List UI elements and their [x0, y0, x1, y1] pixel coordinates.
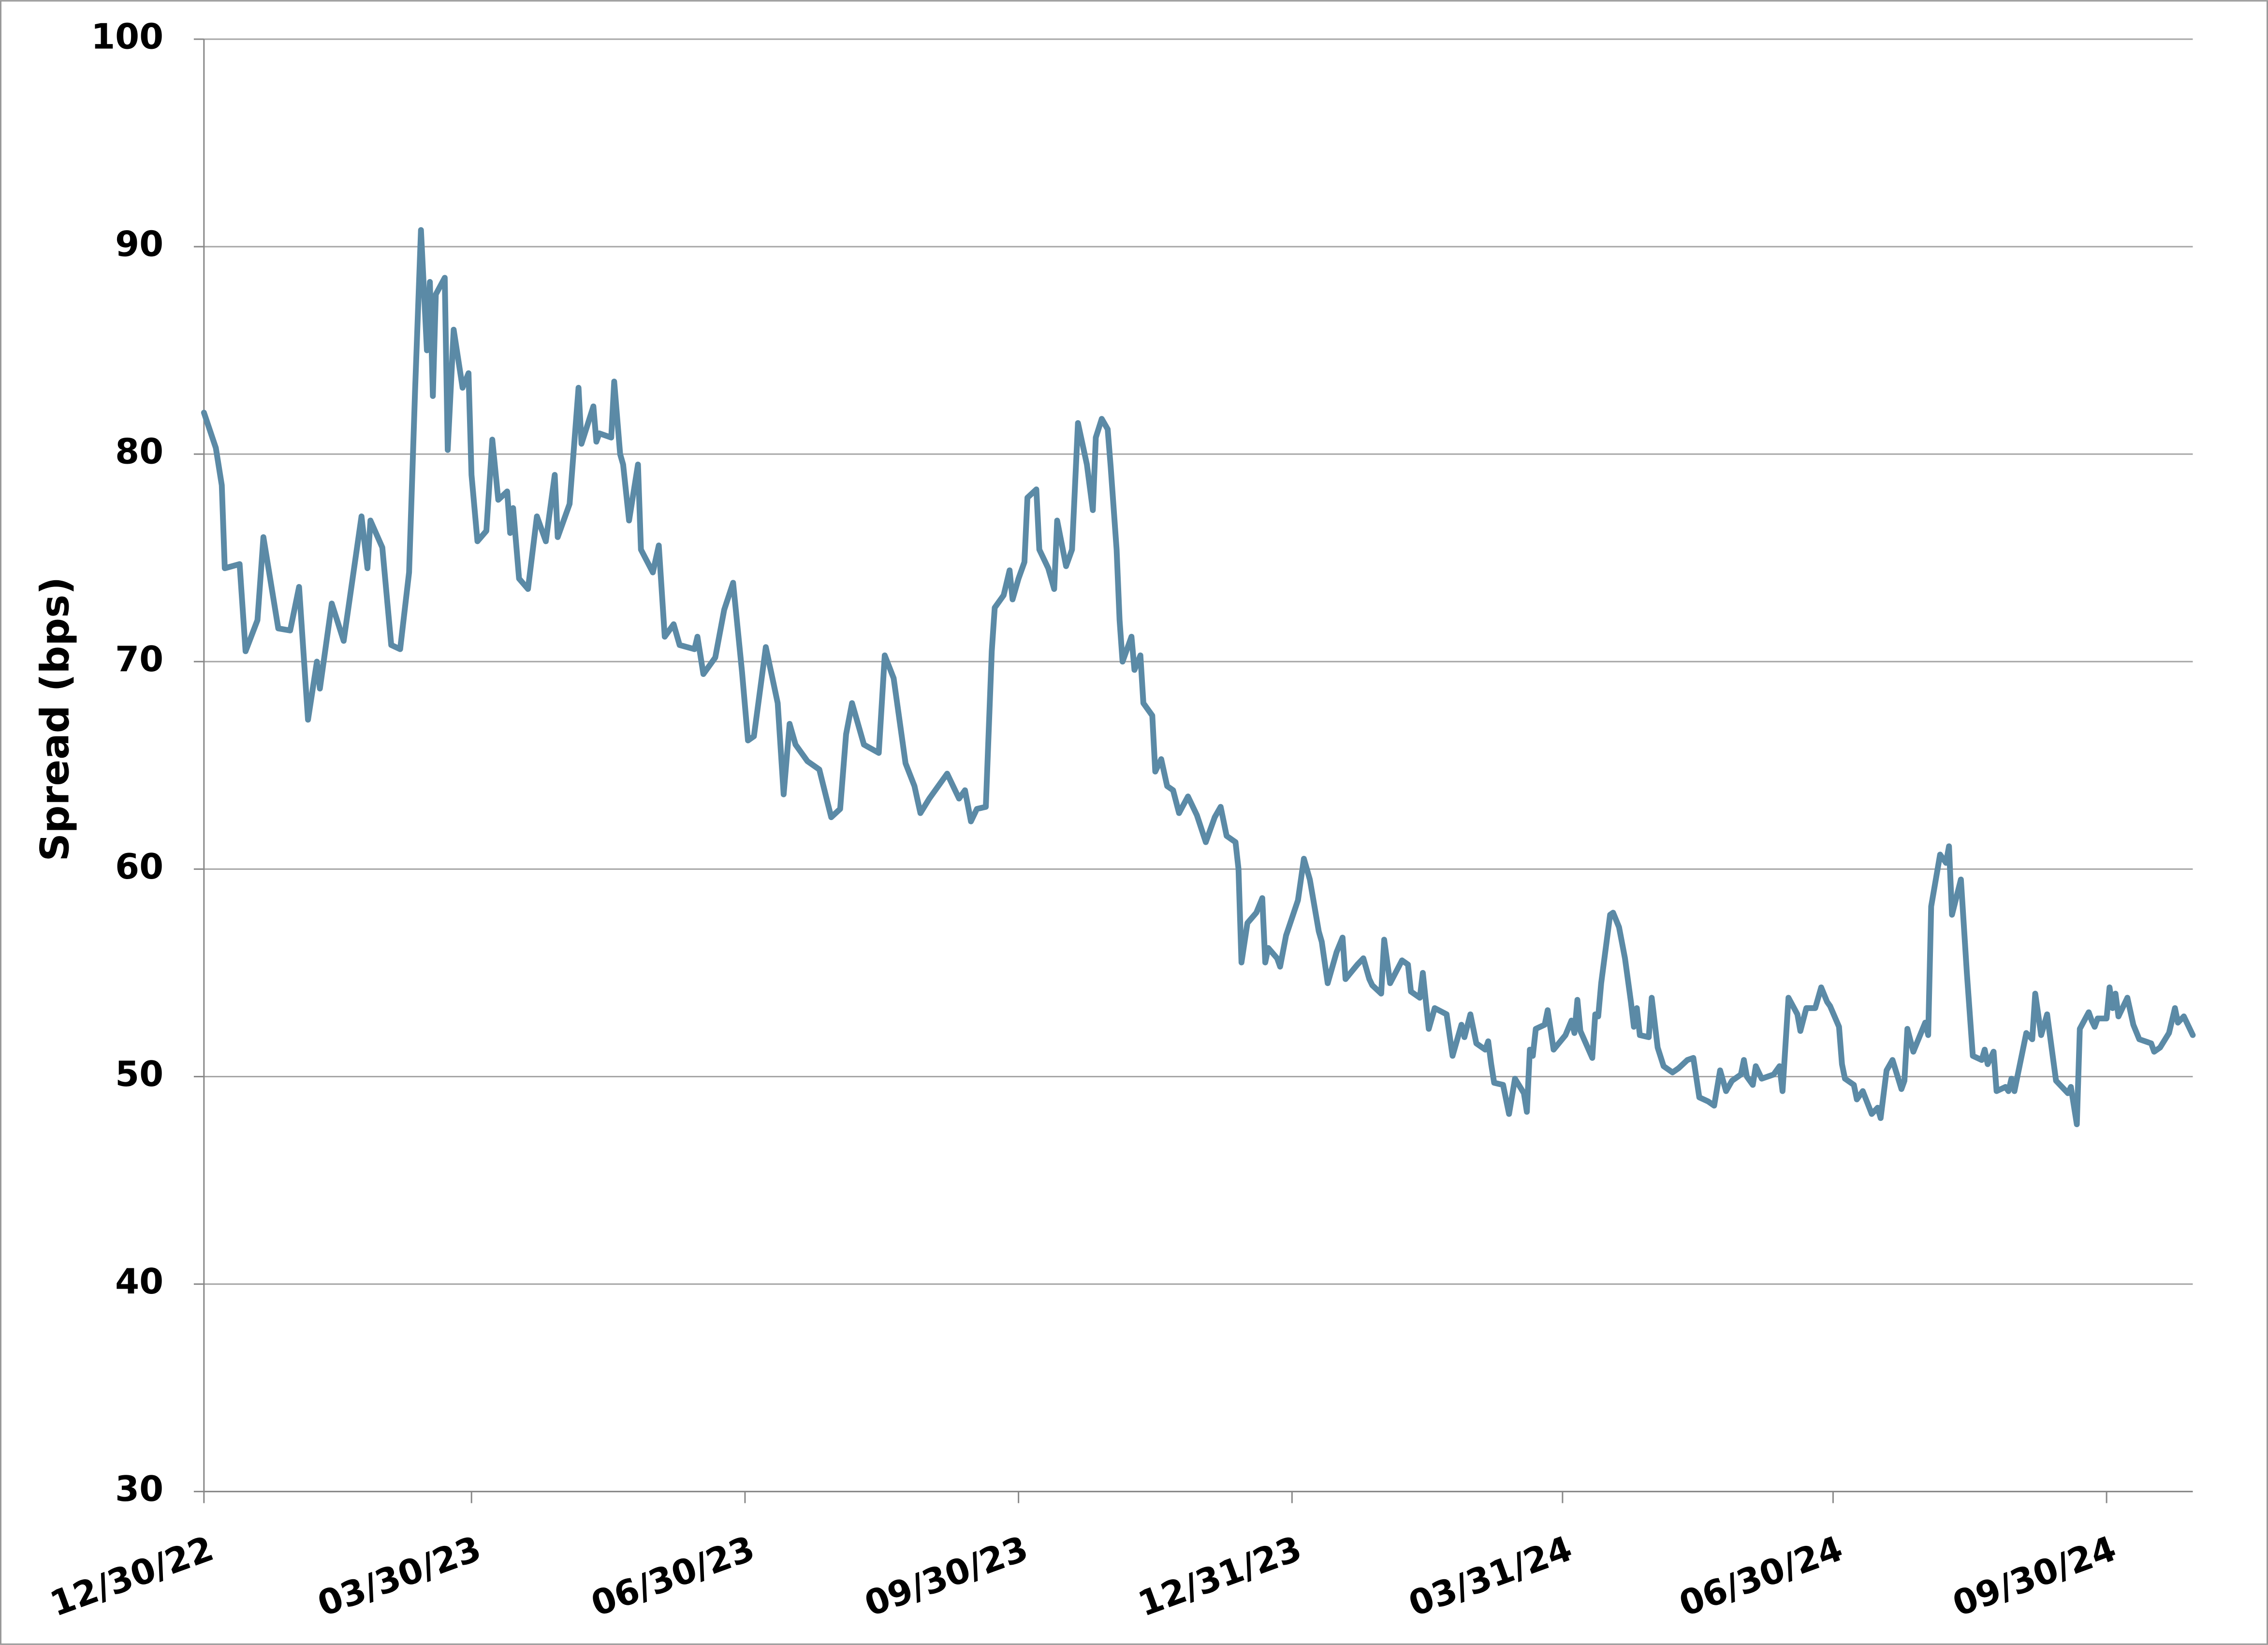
y-tick-label: 90 [115, 224, 163, 264]
y-tick-label: 50 [115, 1054, 163, 1094]
y-tick-label: 70 [115, 639, 163, 679]
spread-line [201, 227, 2196, 1128]
y-tick-label: 40 [115, 1261, 163, 1302]
y-tick-label: 30 [115, 1469, 163, 1509]
y-tick-label: 100 [91, 16, 163, 57]
y-axis-label: Spread (bps) [33, 577, 78, 862]
y-tick-label: 80 [115, 431, 163, 472]
y-tick-label: 60 [115, 846, 163, 887]
